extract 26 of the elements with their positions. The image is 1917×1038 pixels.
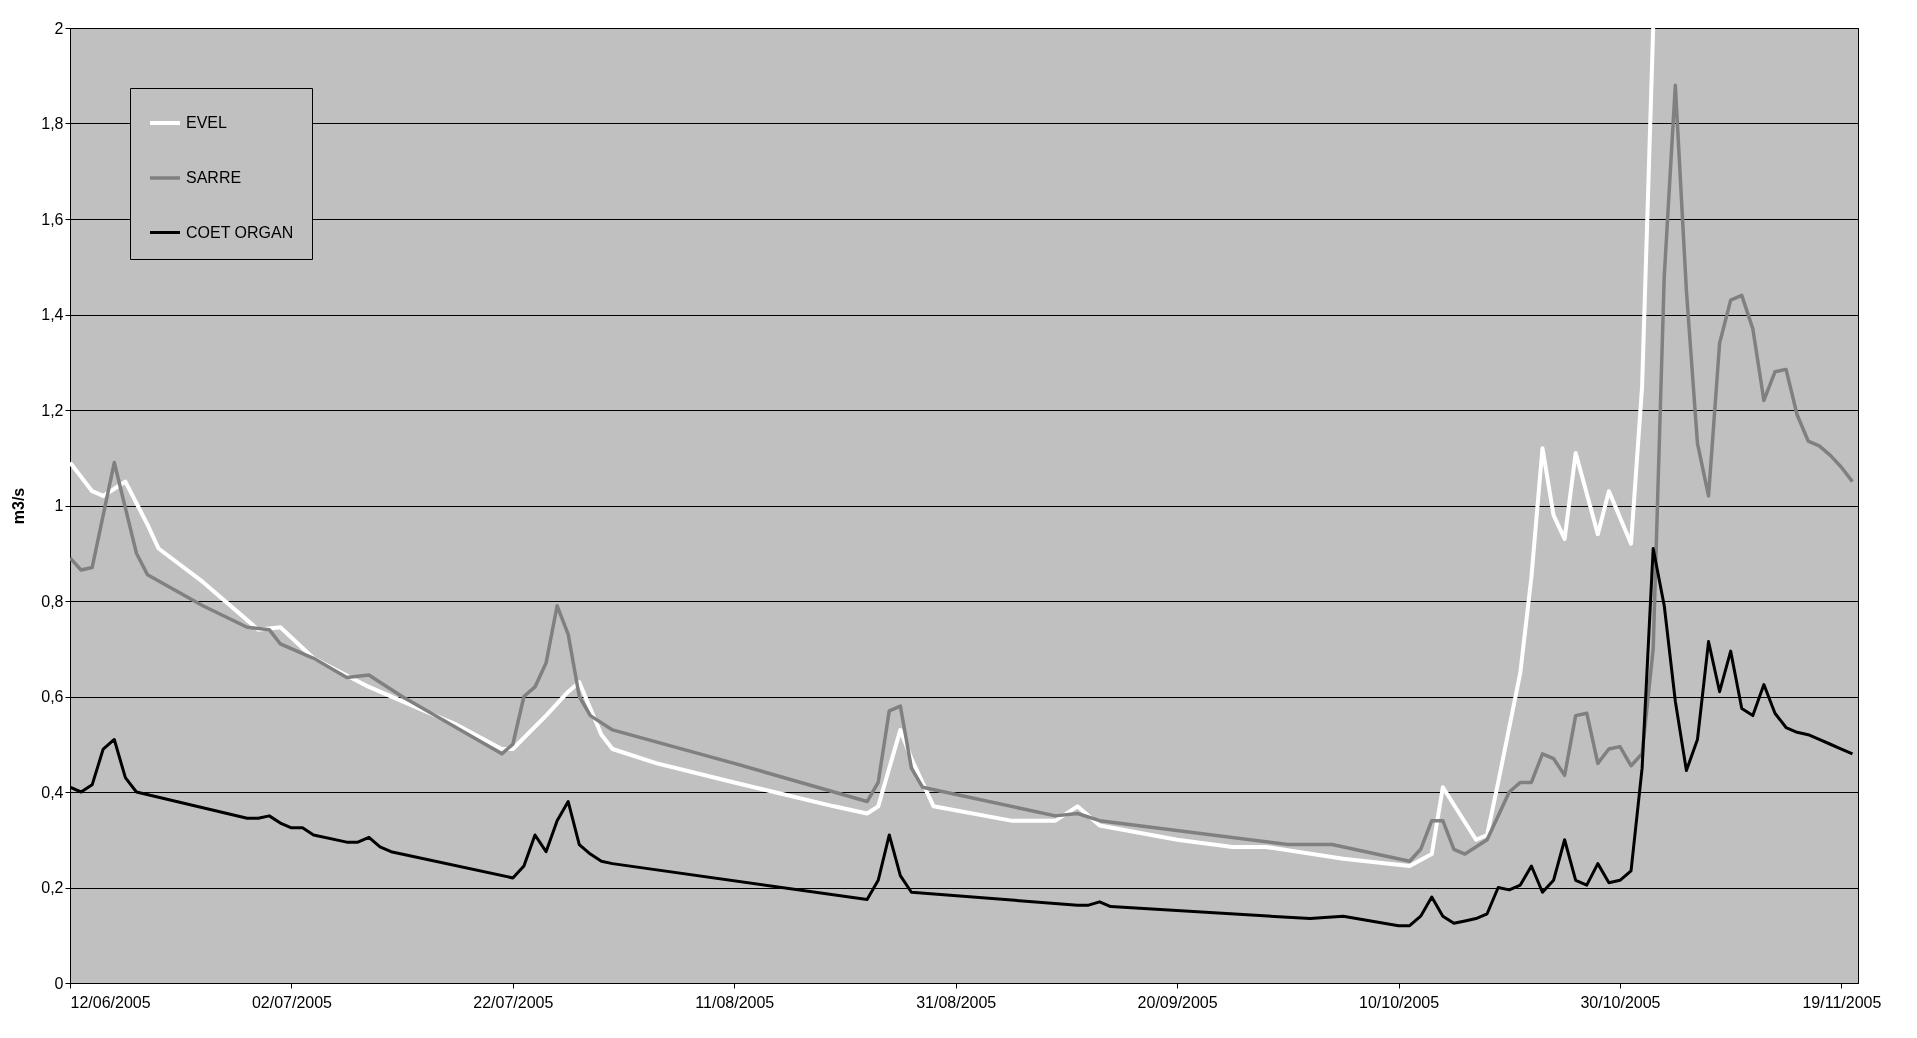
line-series	[70, 28, 1656, 869]
line-series	[70, 83, 1855, 863]
legend-label: EVEL	[186, 114, 228, 131]
y-tick-label: 0,4	[41, 783, 64, 801]
y-axis-title: m3/s	[10, 487, 28, 525]
y-tick-label: 2	[54, 19, 64, 37]
x-tick-label: 20/09/2005	[1137, 993, 1218, 1011]
y-tick-label: 1,2	[41, 401, 64, 419]
y-tick-label: 0,6	[41, 688, 64, 705]
x-tick-label: 12/06/2005	[70, 993, 151, 1011]
y-tick-label: 1	[54, 497, 64, 514]
x-tick-label: 31/08/2005	[916, 993, 997, 1011]
legend-label: COET ORGAN	[186, 223, 294, 241]
y-tick-label: 1,6	[41, 210, 64, 228]
y-tick-label: 1,4	[41, 306, 64, 323]
y-tick-label: 1,8	[41, 115, 64, 132]
legend-label: SARRE	[186, 169, 242, 186]
x-tick-label: 10/10/2005	[1359, 993, 1440, 1011]
x-tick-label: 30/10/2005	[1580, 993, 1661, 1011]
x-tick-label: 19/11/2005	[1802, 993, 1882, 1011]
y-tick-label: 0,8	[41, 592, 64, 610]
x-tick-label: 02/07/2005	[251, 993, 333, 1011]
x-tick-label: 11/08/2005	[695, 993, 775, 1011]
y-tick-label: 0,2	[41, 879, 64, 896]
x-tick-label: 22/07/2005	[473, 993, 554, 1011]
y-tick-label: 0	[54, 974, 64, 992]
